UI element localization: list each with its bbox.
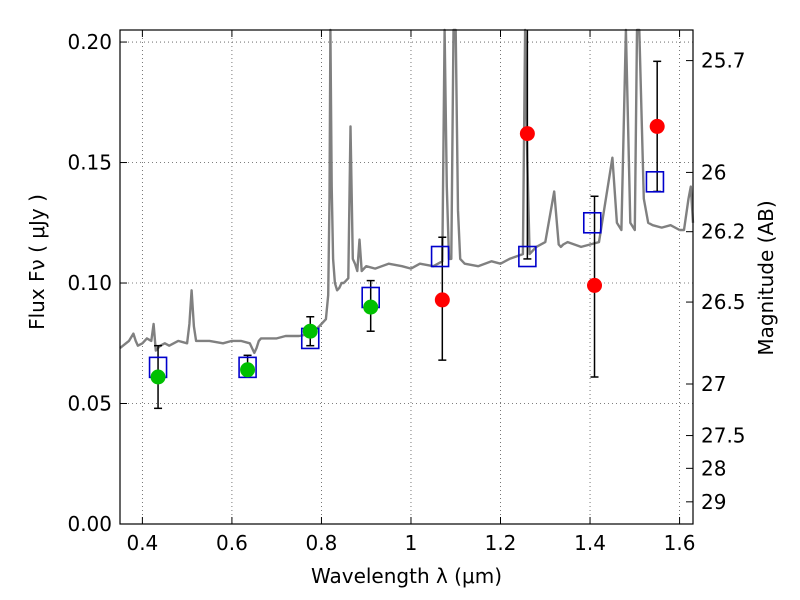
y-tick-label: 0.05 [67,392,112,416]
detection-point [363,299,379,315]
y-tick-label: 0.00 [67,512,112,536]
right-tick-label: 25.7 [701,49,746,73]
model-spectrum-line [119,28,695,355]
spectrum-layer [119,28,695,355]
errorbar-layer [154,30,662,410]
red-point [434,292,450,308]
marker-layer [148,118,665,385]
model-photometry-square [238,356,257,379]
detection-point [150,369,166,385]
x-tick-label: 1.2 [485,531,517,555]
x-tick-label: 0.4 [126,531,158,555]
red-point [649,118,665,134]
model-photometry-square [430,245,450,268]
model-photometry-square [582,211,602,234]
detection-point [240,362,256,378]
right-tick-label: 27.5 [701,424,746,448]
x-tick-label: 1.6 [664,531,696,555]
model-photometry-square [645,171,665,193]
right-axis-title: Magnitude (AB) [754,200,778,355]
right-tick-label: 26.5 [701,290,746,314]
red-point [587,277,603,293]
tick-layer: 0.4 0.6 0.8 1 1.2 1.4 1.6 0.00 0.05 0.10 0.15 0.20 2… [67,30,746,555]
x-tick-label: 0.8 [306,531,338,555]
plot-frame [119,29,694,525]
x-tick-label: 1 [405,531,418,555]
y-tick-label: 0.10 [67,271,112,295]
y-tick-label: 0.15 [67,151,112,175]
y-tick-label: 0.20 [67,30,112,54]
y-axis-title: Flux Fν ( μJy ) [25,194,49,330]
right-tick-label: 26.2 [701,220,746,244]
right-tick-label: 29 [701,490,726,514]
grid-layer [120,30,693,525]
red-point [519,126,535,142]
right-tick-label: 27 [701,372,726,396]
x-tick-label: 0.6 [216,531,248,555]
detection-point [302,323,318,339]
right-tick-label: 26 [701,160,726,184]
x-axis-title: Wavelength λ (μm) [311,564,502,588]
model-photometry-square [518,245,537,268]
x-tick-label: 1.4 [574,531,606,555]
right-tick-label: 28 [701,456,726,480]
